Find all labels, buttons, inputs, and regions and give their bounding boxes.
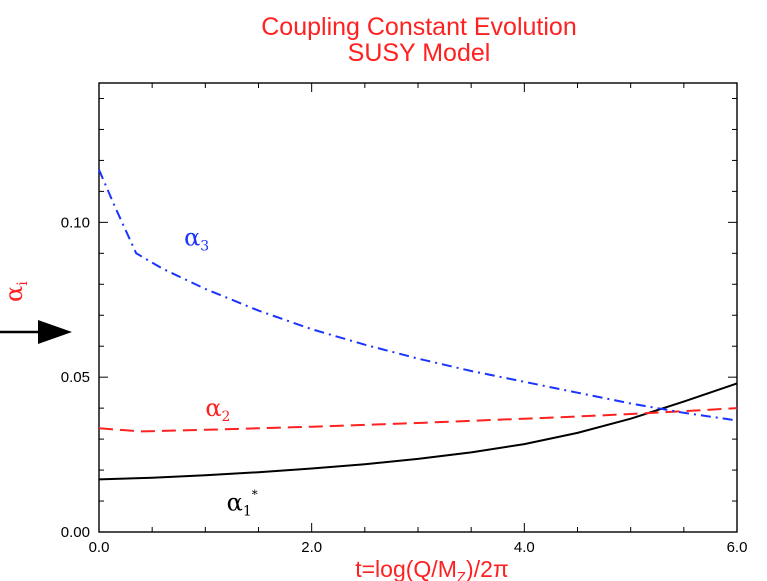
x-axis-label-tail: )/2π xyxy=(466,556,509,581)
series-label-alpha2: α2 xyxy=(205,394,230,425)
x-tick-label: 0.0 xyxy=(89,539,110,556)
y-axis-label: αi xyxy=(0,281,31,302)
series-line-alpha1 xyxy=(98,382,738,481)
plot-frame xyxy=(98,82,738,533)
axis-ticks xyxy=(98,83,738,533)
x-axis-label-main: t=log(Q/M xyxy=(355,556,457,581)
x-tick-label: 4.0 xyxy=(514,539,535,556)
series-line-alpha3 xyxy=(98,169,738,422)
y-tick-label: 0.00 xyxy=(61,524,90,541)
x-axis-label-subscript: Z xyxy=(457,569,466,581)
x-tick-label: 2.0 xyxy=(301,539,322,556)
y-arrow-head xyxy=(38,320,72,344)
y-tick-label: 0.05 xyxy=(61,369,90,386)
x-tick-label: 6.0 xyxy=(727,539,748,556)
svg-text:αi: αi xyxy=(0,281,31,302)
series-labels: α1* α2 α3 xyxy=(184,224,258,520)
series-line-alpha2 xyxy=(98,407,738,433)
series-label-alpha1: α1* xyxy=(227,487,258,519)
chart-subtitle: SUSY Model xyxy=(348,39,491,67)
x-axis-label: t=log(Q/MZ)/2π xyxy=(355,556,509,581)
axis-tick-labels: 0.0 2.0 4.0 6.0 0.00 0.05 0.10 xyxy=(61,214,748,556)
y-tick-label: 0.10 xyxy=(61,214,90,231)
series-label-alpha3: α3 xyxy=(184,224,209,255)
y-axis-label-main: α xyxy=(0,286,28,302)
y-axis-label-subscript: i xyxy=(15,281,31,286)
series-layer xyxy=(98,169,738,481)
chart-title: Coupling Constant Evolution xyxy=(261,13,576,41)
